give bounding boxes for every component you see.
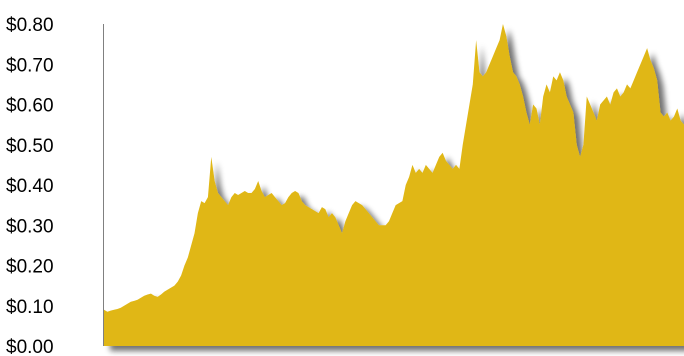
price-area-series	[104, 24, 684, 346]
y-tick-label: $0.80	[6, 15, 54, 36]
y-tick-label: $0.40	[6, 176, 54, 197]
y-tick-label: $0.20	[6, 257, 54, 278]
y-tick-label: $0.00	[6, 337, 54, 356]
y-tick-label: $0.30	[6, 216, 54, 237]
y-tick-label: $0.60	[6, 96, 54, 117]
plot-area	[104, 24, 684, 346]
y-tick-label: $0.10	[6, 297, 54, 318]
y-tick-label: $0.70	[6, 55, 54, 76]
y-axis-tick-labels: $0.00 $0.10 $0.20 $0.30 $0.40 $0.50 $0.60 $0.70…	[6, 15, 54, 356]
y-tick-label: $0.50	[6, 136, 54, 157]
